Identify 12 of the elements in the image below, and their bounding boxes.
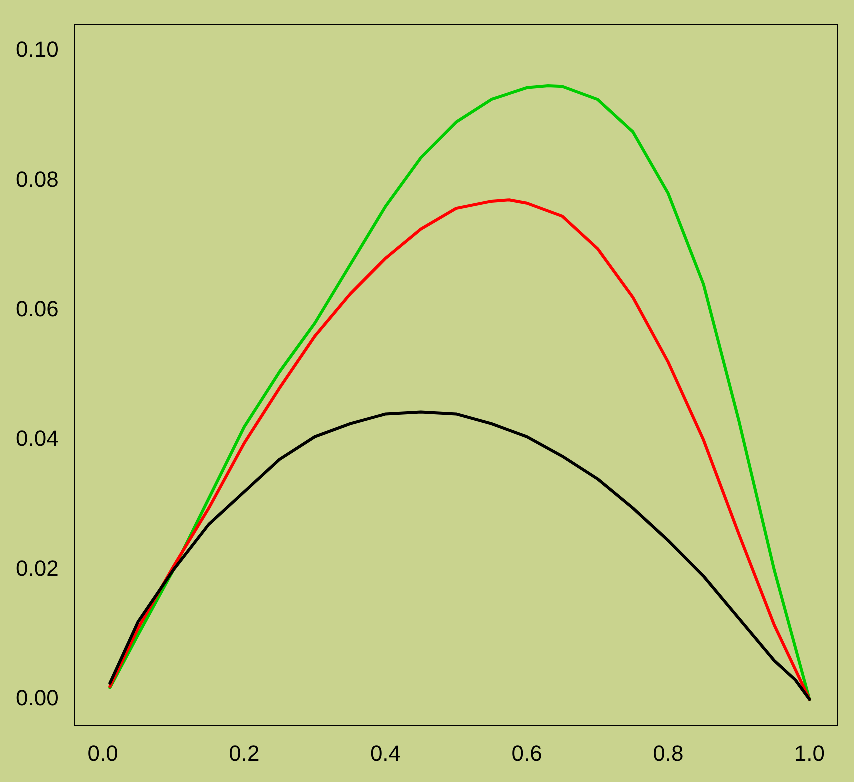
- y-tick-label: 0.02: [16, 556, 59, 581]
- x-tick-label: 0.2: [229, 740, 260, 766]
- y-tick-label: 0.08: [16, 166, 59, 192]
- x-tick-label: 0.6: [512, 740, 542, 766]
- x-tick-label: 0.4: [370, 740, 402, 766]
- x-tick-label: 1.0: [794, 740, 826, 766]
- x-tick-label: 0.8: [653, 740, 684, 766]
- x-tick-label: 0.0: [88, 740, 118, 766]
- y-tick-label: 0.04: [16, 426, 59, 452]
- y-tick-label: 0.06: [16, 296, 59, 322]
- y-tick-label: 0.10: [16, 37, 59, 62]
- y-tick-label: 0.00: [16, 686, 59, 711]
